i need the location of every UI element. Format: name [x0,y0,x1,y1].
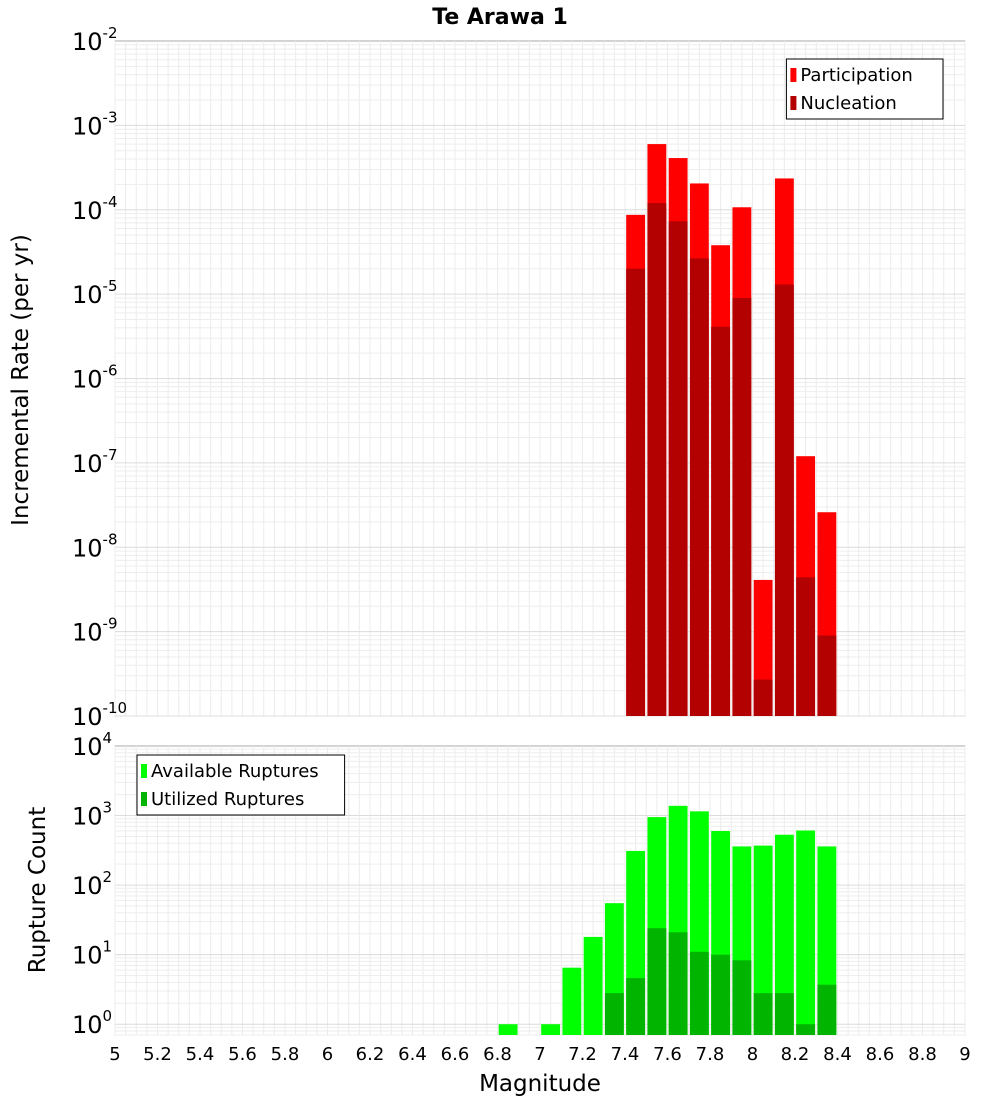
x-tick-label: 5.6 [228,1044,257,1065]
rupture-bar-utilized-ruptures [817,984,837,1035]
magnitude-x-ticks: 5 5.2 5.4 5.6 5.8 6 6.2 6.4 6.6 6.8 7 7.2 7.4 7.6 7.8 8… [109,1044,970,1065]
x-tick-label: 7.8 [696,1044,725,1065]
rupture-y-tick-label: 103 [72,799,112,831]
rupture-y-tick-label: 104 [72,729,112,761]
rupture-y-tick-label: 102 [72,868,112,900]
rupture-bar-available-ruptures [562,967,582,1035]
x-tick-label: 9 [959,1044,970,1065]
rupture-bar-utilized-ruptures [668,932,688,1035]
rate-legend-swatch [790,96,797,110]
x-tick-label: 8.4 [823,1044,852,1065]
rupture-bar-available-ruptures [583,936,603,1035]
rupture-bar-utilized-ruptures [689,951,709,1035]
rupture-y-tick-label: 100 [72,1007,112,1039]
rate-bar-nucleation [668,221,688,716]
x-tick-label: 8.8 [908,1044,937,1065]
rupture-bar-utilized-ruptures [711,954,731,1035]
x-tick-label: 6.2 [356,1044,385,1065]
chart-title: Te Arawa 1 [432,5,568,30]
rate-y-axis-label: Incremental Rate (per yr) [8,234,34,526]
x-tick-label: 5.8 [271,1044,300,1065]
rate-y-tick-label: 10-3 [72,108,118,140]
rate-bar-nucleation [711,326,731,716]
rate-legend-swatch [790,68,797,82]
rate-legend-label: Participation [800,65,912,86]
rate-bar-nucleation [817,635,837,716]
x-tick-label: 6.4 [398,1044,427,1065]
rupture-legend: Available Ruptures Utilized Ruptures [136,754,346,816]
rate-bar-nucleation [732,297,752,716]
rupture-legend-label: Available Ruptures [151,761,319,782]
rate-y-tick-label: 10-9 [72,615,118,647]
rupture-bars [498,805,837,1035]
rupture-legend-swatch [141,792,147,806]
rate-bar-nucleation [626,268,646,716]
rupture-bar-utilized-ruptures [626,978,646,1035]
rate-y-tick-label: 10-2 [72,24,118,56]
rupture-bar-available-ruptures [753,845,773,1035]
x-tick-label: 7.2 [568,1044,597,1065]
x-tick-label: 8.2 [781,1044,810,1065]
rupture-legend-box [136,754,346,816]
rate-y-tick-label: 10-8 [72,530,118,562]
rupture-bar-available-ruptures [498,1024,518,1035]
rupture-bar-available-ruptures [541,1024,561,1035]
x-tick-label: 5.4 [186,1044,215,1065]
rupture-bar-utilized-ruptures [753,993,773,1035]
x-tick-label: 8.6 [866,1044,895,1065]
rupture-y-axis-label: Rupture Count [25,807,51,973]
rupture-bar-utilized-ruptures [604,993,624,1035]
rate-gridlines [114,41,966,717]
rupture-bar-available-ruptures [796,830,816,1035]
rupture-y-ticks: 100 101 102 103 104 [72,729,112,1039]
rate-legend-box [785,58,944,120]
x-tick-label: 6.6 [441,1044,470,1065]
x-tick-label: 8 [747,1044,758,1065]
rate-legend-label: Nucleation [800,93,896,114]
figure-title: Te Arawa 1 [432,5,568,30]
x-tick-label: 6 [322,1044,333,1065]
rupture-bar-utilized-ruptures [774,993,794,1035]
rate-y-tick-label: 10-7 [72,446,118,478]
rate-bar-nucleation [647,203,667,716]
rate-legend: Participation Nucleation [785,58,944,120]
x-tick-label: 7.6 [653,1044,682,1065]
rupture-y-tick-label: 101 [72,938,112,970]
rupture-legend-swatch [141,764,147,778]
rate-bar-nucleation [689,258,709,716]
x-tick-label: 6.8 [483,1044,512,1065]
rate-bar-nucleation [796,577,816,716]
x-tick-label: 5 [109,1044,120,1065]
rupture-gridlines [114,746,966,1036]
rupture-bar-available-ruptures [774,834,794,1035]
rupture-legend-label: Utilized Ruptures [151,789,304,810]
rupture-bar-utilized-ruptures [796,1024,816,1035]
x-tick-label: 7.4 [611,1044,640,1065]
rate-y-tick-label: 10-5 [72,277,118,309]
rate-y-tick-label: 10-6 [72,362,118,394]
rate-y-ticks: 10-10 10-9 10-8 10-7 10-6 10-5 10-4 10-3 10-2 [72,24,127,731]
rate-chart: 10-10 10-9 10-8 10-7 10-6 10-5 10-4 10-3 10-2 In… [8,24,966,731]
rate-bars [626,144,837,717]
rupture-bar-utilized-ruptures [647,928,667,1035]
rate-bar-nucleation [753,679,773,716]
x-tick-label: 7 [534,1044,545,1065]
rate-y-tick-label: 10-10 [72,699,127,731]
x-tick-label: 5.2 [143,1044,172,1065]
rate-y-tick-label: 10-4 [72,193,118,225]
x-axis-label: Magnitude [479,1071,601,1097]
rate-bar-nucleation [774,284,794,716]
rupture-count-chart: 100 101 102 103 104 5 5.2 5.4 5.6 5.8 6 6.2 6.4 6.6 6… [25,729,971,1097]
rupture-bar-utilized-ruptures [732,960,752,1035]
